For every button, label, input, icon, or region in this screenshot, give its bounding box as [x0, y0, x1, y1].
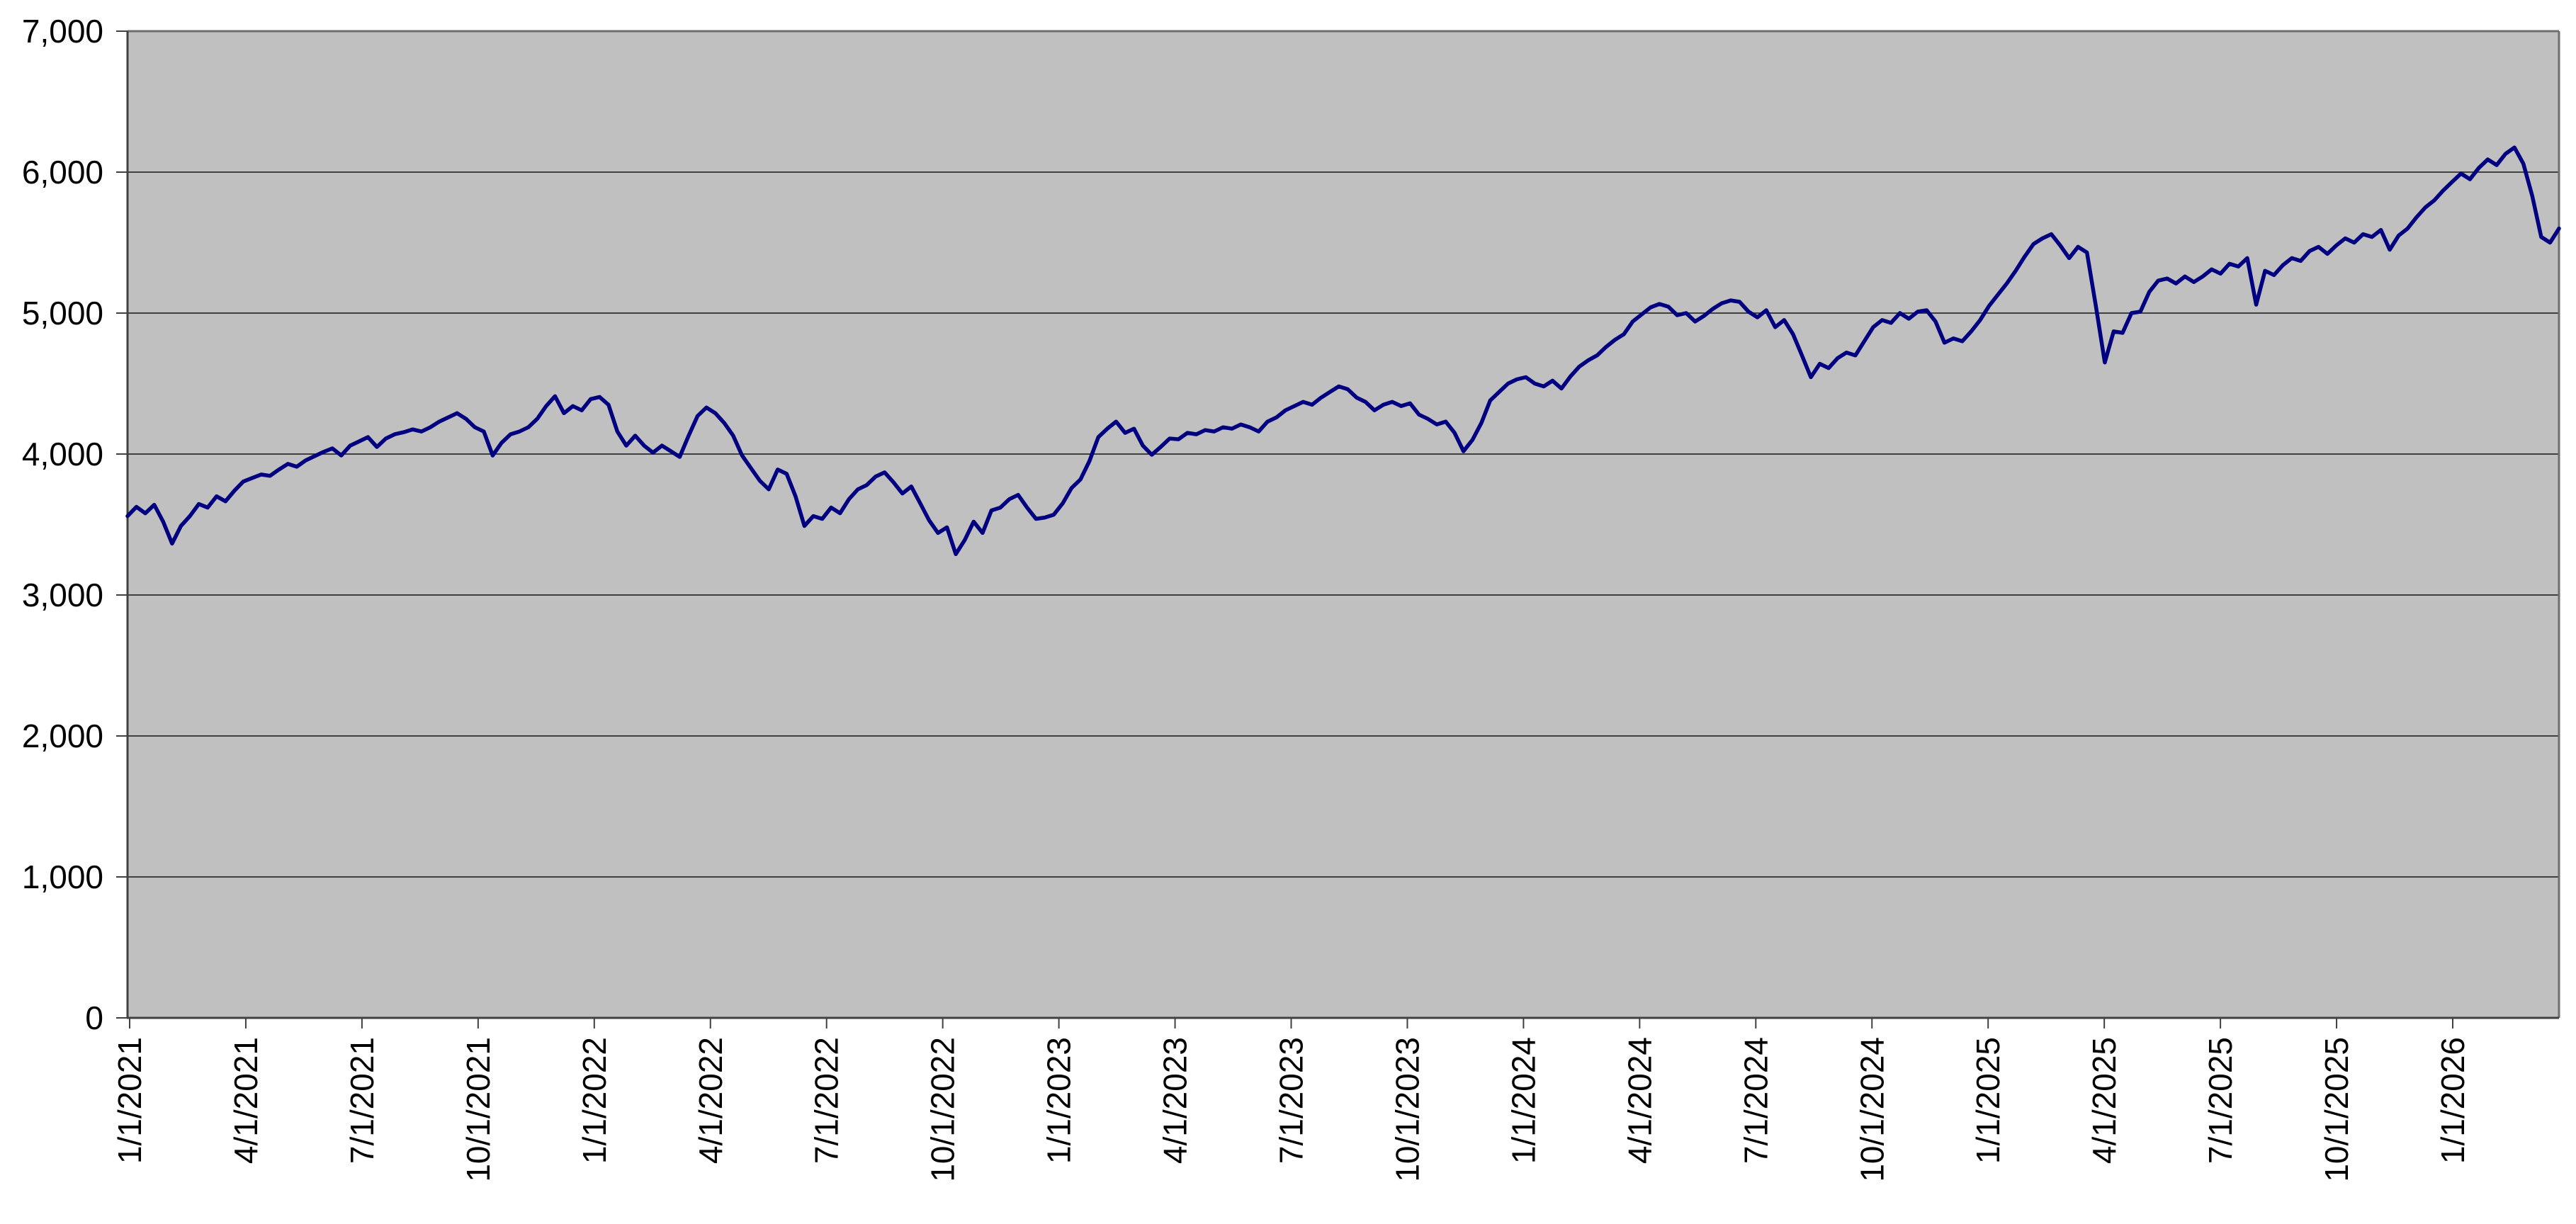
x-axis-label: 4/1/2024: [1621, 1037, 1658, 1164]
y-axis-label: 7,000: [22, 13, 103, 50]
x-axis-label: 4/1/2022: [692, 1037, 729, 1164]
x-axis-label: 4/1/2023: [1157, 1037, 1194, 1164]
x-axis-label: 1/1/2023: [1041, 1037, 1078, 1164]
y-axis-label: 6,000: [22, 154, 103, 191]
y-axis-label: 2,000: [22, 718, 103, 754]
y-axis-label: 3,000: [22, 577, 103, 613]
x-axis-label: 7/1/2021: [344, 1037, 380, 1164]
x-axis-label: 10/1/2023: [1389, 1037, 1425, 1182]
y-axis-label: 4,000: [22, 436, 103, 472]
x-axis-label: 1/1/2022: [576, 1037, 613, 1164]
x-axis-label: 1/1/2024: [1505, 1037, 1542, 1164]
x-axis-label: 1/1/2025: [1970, 1037, 2006, 1164]
y-axis-label: 0: [85, 999, 103, 1036]
x-axis-label: 7/1/2025: [2202, 1037, 2239, 1164]
x-axis-label: 4/1/2021: [227, 1037, 264, 1164]
x-axis-label: 10/1/2022: [925, 1037, 961, 1182]
y-axis-label: 1,000: [22, 858, 103, 895]
plot-area: [128, 31, 2559, 1018]
x-axis-label: 1/1/2021: [111, 1037, 148, 1164]
x-axis-label: 7/1/2022: [808, 1037, 845, 1164]
x-axis-label: 10/1/2021: [460, 1037, 497, 1182]
x-axis-label: 10/1/2024: [1853, 1037, 1890, 1182]
x-axis-label: 1/1/2026: [2434, 1037, 2471, 1164]
x-axis-label: 7/1/2024: [1737, 1037, 1774, 1164]
x-axis-label: 7/1/2023: [1273, 1037, 1310, 1164]
price-line: [125, 145, 2561, 557]
x-axis-label: 4/1/2025: [2086, 1037, 2123, 1164]
y-axis-label: 5,000: [22, 295, 103, 332]
x-axis-label: 10/1/2025: [2318, 1037, 2355, 1182]
